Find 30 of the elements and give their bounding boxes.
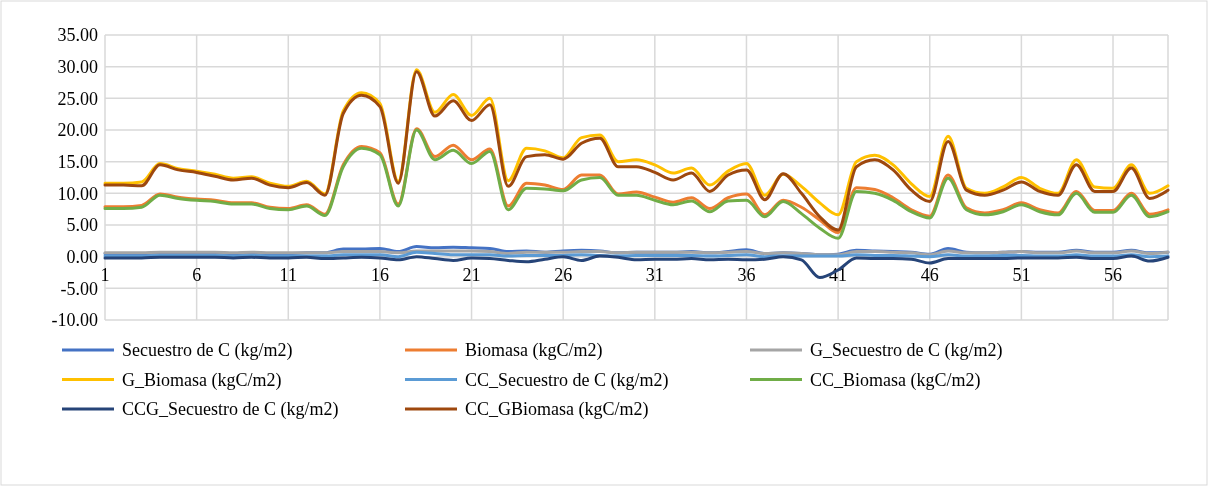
- x-tick-label: 56: [1104, 264, 1123, 285]
- x-tick-label: 51: [1012, 264, 1031, 285]
- x-tick-label: 11: [279, 264, 297, 285]
- y-tick-label: 0.00: [66, 246, 98, 267]
- legend-label: G_Secuestro de C (kg/m2): [810, 340, 1003, 362]
- y-tick-label: 20.00: [57, 120, 98, 141]
- x-tick-label: 1: [100, 264, 110, 285]
- line-series: [103, 254, 1170, 280]
- legend-label: CC_Biomasa (kgC/m2): [810, 369, 981, 391]
- y-tick-label: -10.00: [51, 310, 98, 331]
- y-tick-label: 30.00: [57, 56, 98, 77]
- x-tick-label: 36: [737, 264, 756, 285]
- x-tick-label: 31: [645, 264, 664, 285]
- x-tick-label: 26: [554, 264, 573, 285]
- legend-label: CC_GBiomasa (kgC/m2): [465, 399, 649, 421]
- y-tick-label: 35.00: [57, 25, 98, 46]
- x-tick-label: 46: [920, 264, 939, 285]
- y-tick-label: -5.00: [60, 278, 98, 299]
- x-tick-label: 6: [192, 264, 202, 285]
- legend-label: Secuestro de C (kg/m2): [122, 340, 293, 362]
- y-tick-label: 25.00: [57, 88, 98, 109]
- x-tick-label: 21: [462, 264, 481, 285]
- legend-label: G_Biomasa (kgC/m2): [122, 369, 282, 391]
- legend-label: CC_Secuestro de C (kg/m2): [465, 369, 669, 391]
- y-tick-label: 5.00: [66, 215, 98, 236]
- legend-label: CCG_Secuestro de C (kg/m2): [122, 399, 339, 421]
- x-tick-label: 16: [370, 264, 389, 285]
- y-tick-label: 10.00: [57, 183, 98, 204]
- y-tick-label: 15.00: [57, 151, 98, 172]
- legend-label: Biomasa (kgC/m2): [465, 340, 603, 362]
